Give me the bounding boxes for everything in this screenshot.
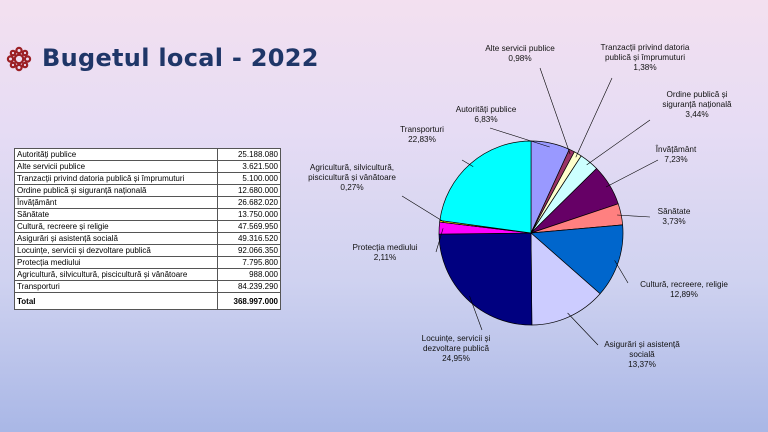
leader-line bbox=[617, 214, 651, 218]
leader-line bbox=[435, 228, 444, 253]
slice-name: Alte servicii publice bbox=[485, 44, 555, 53]
slice-name: Ordine publică și bbox=[667, 90, 728, 99]
slice-label: Locuințe, servicii și dezvoltare publică 2… bbox=[422, 334, 491, 363]
slice-name: publică și împrumuturi bbox=[605, 53, 685, 62]
slice-label: Învățământ 7,23% bbox=[655, 144, 697, 164]
slice-percent: 22,83% bbox=[408, 135, 436, 144]
leader-line bbox=[539, 67, 571, 155]
budget-table: Autorități publice 25.188.080 Alte servici… bbox=[14, 148, 281, 310]
pie-slices bbox=[438, 140, 624, 326]
slice-name: Cultură, recreere, religie bbox=[640, 280, 728, 289]
slice-name: Agricultură, silvicultură, bbox=[310, 163, 394, 172]
slice-percent: 3,44% bbox=[685, 110, 708, 119]
slice-label: Tranzacții privind datoria publică și împ… bbox=[601, 43, 690, 72]
slice-label: Agricultură, silvicultură, piscicultură ș… bbox=[308, 163, 396, 192]
leader-line bbox=[401, 195, 444, 222]
slice-percent: 12,89% bbox=[670, 290, 698, 299]
slice-label: Transporturi 22,83% bbox=[400, 125, 444, 144]
table-row: Cultură, recreere și religie 47.569.950 bbox=[14, 220, 281, 233]
slice-name: Locuințe, servicii și bbox=[422, 334, 491, 343]
leader-line bbox=[614, 260, 629, 284]
slice-name: Protecția mediului bbox=[352, 243, 417, 252]
slice-label: Cultură, recreere, religie 12,89% bbox=[640, 280, 728, 299]
total-label: Total bbox=[14, 292, 218, 310]
total-value: 368.997.000 bbox=[217, 292, 281, 310]
slice-name: Sănătate bbox=[658, 207, 691, 216]
slice-label: Sănătate 3,73% bbox=[658, 207, 691, 226]
leader-line bbox=[575, 77, 613, 158]
slice-name: siguranță națională bbox=[662, 100, 732, 109]
leader-line bbox=[605, 159, 659, 188]
slice-name: Tranzacții privind datoria bbox=[601, 43, 690, 52]
slice-percent: 24,95% bbox=[442, 354, 470, 363]
leader-line bbox=[489, 127, 550, 148]
pie-slice bbox=[530, 232, 601, 326]
pie-slice bbox=[438, 232, 533, 326]
slice-label: Alte servicii publice 0,98% bbox=[485, 44, 555, 63]
pie-slice bbox=[530, 224, 624, 295]
leader-line bbox=[586, 119, 651, 166]
slice-percent: 13,37% bbox=[628, 360, 656, 369]
pie-slice bbox=[439, 140, 532, 234]
slice-name: dezvoltare publică bbox=[423, 344, 489, 353]
slice-label: Asigurări și asistență socială 13,37% bbox=[604, 340, 680, 369]
slice-name: Autorități publice bbox=[456, 105, 517, 114]
pie-labels: Autorități publice 6,83% Alte servicii pub… bbox=[308, 43, 732, 369]
slice-name: Asigurări și asistență bbox=[604, 340, 680, 349]
table-row: Protecția mediului 7.795.800 bbox=[14, 256, 281, 269]
page-title: Bugetul local - 2022 bbox=[42, 44, 319, 72]
slice-label: Autorități publice 6,83% bbox=[456, 105, 517, 124]
slice-label: Protecția mediului 2,11% bbox=[352, 243, 417, 262]
slice-name: Învățământ bbox=[655, 144, 697, 154]
table-row: Învățământ 26.682.020 bbox=[14, 196, 281, 209]
slice-percent: 0,27% bbox=[340, 183, 363, 192]
table-row: Autorități publice 25.188.080 bbox=[14, 148, 281, 161]
logo-icon bbox=[6, 46, 32, 72]
table-total-row: Total 368.997.000 bbox=[14, 292, 281, 310]
slice-percent: 0,98% bbox=[508, 54, 531, 63]
leader-line bbox=[469, 295, 483, 331]
slice-percent: 6,83% bbox=[474, 115, 497, 124]
slice-percent: 3,73% bbox=[662, 217, 685, 226]
table-row: Agricultură, silvicultură, piscicultură … bbox=[14, 268, 281, 281]
slice-percent: 1,38% bbox=[633, 63, 656, 72]
slice-name: socială bbox=[629, 350, 655, 359]
leader-line bbox=[567, 312, 599, 346]
slice-percent: 7,23% bbox=[664, 155, 687, 164]
slice-percent: 2,11% bbox=[374, 253, 397, 262]
slice-name: Transporturi bbox=[400, 125, 444, 134]
leader-line bbox=[461, 159, 474, 167]
slice-name: piscicultură și vânătoare bbox=[308, 173, 396, 182]
slice-label: Ordine publică și siguranță națională 3,44… bbox=[662, 90, 732, 119]
